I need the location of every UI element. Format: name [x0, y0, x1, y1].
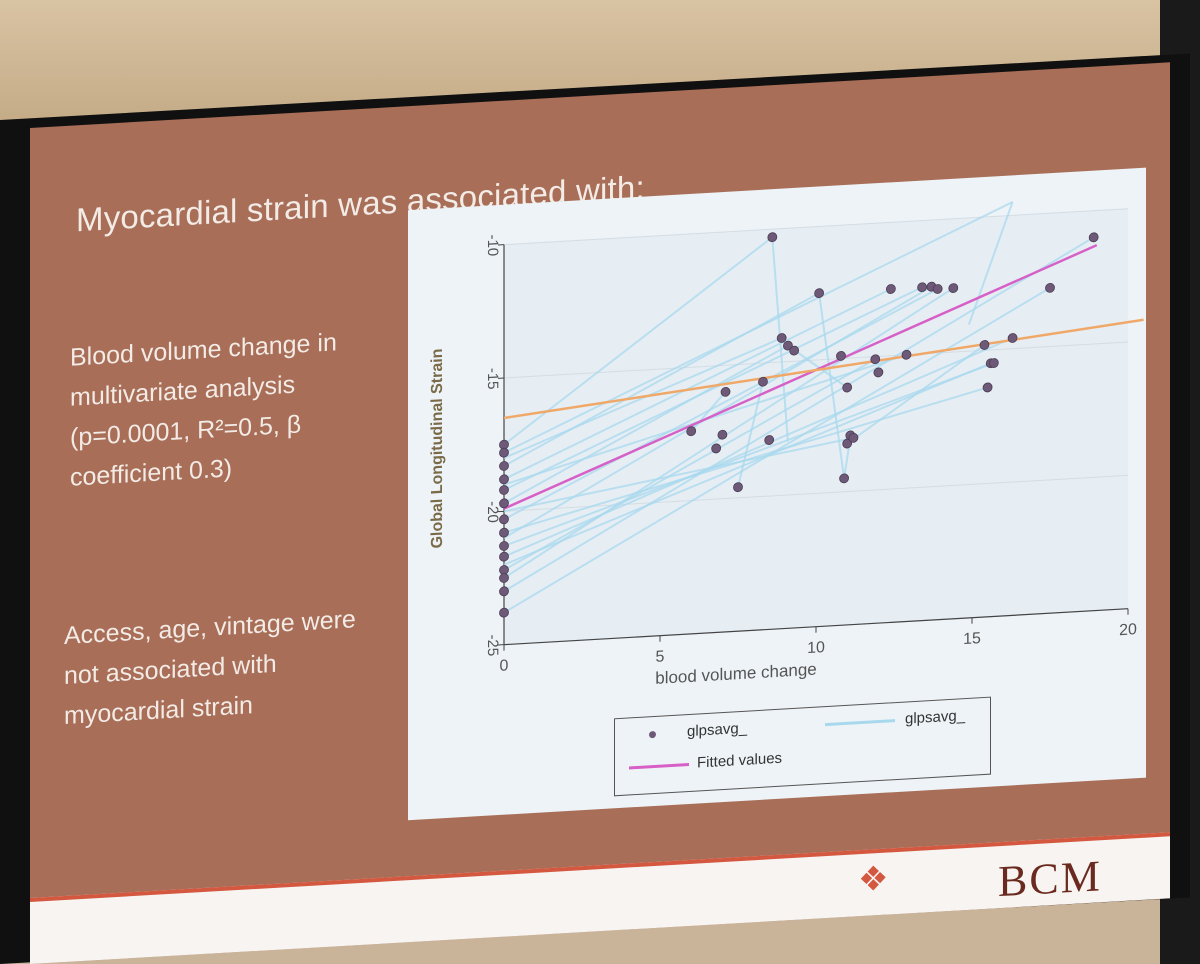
data-point [499, 551, 509, 562]
x-tick-label: 5 [656, 648, 665, 666]
data-point [982, 382, 993, 393]
connecting-line [503, 287, 954, 579]
connecting-line [967, 201, 1014, 325]
data-point [499, 485, 509, 495]
data-point [499, 527, 509, 538]
scatter-plot: -25 -20 -15 -10 0 5 10 15 20 blood volume change G… [429, 201, 1144, 688]
bullet-blood-volume: Blood volume change in multivariate anal… [70, 328, 337, 492]
data-point [870, 354, 881, 365]
x-tick-label: 10 [807, 639, 825, 657]
y-tick-label: -15 [484, 367, 501, 390]
y-gridline [504, 341, 1128, 379]
data-point [932, 284, 943, 294]
data-point [979, 340, 990, 350]
reference-line [503, 318, 1144, 420]
data-point [836, 350, 846, 361]
connecting-line [503, 436, 854, 513]
y-tick-label: -25 [484, 634, 501, 657]
data-point [988, 358, 999, 369]
data-point [776, 333, 787, 343]
data-point [499, 586, 509, 597]
chart-panel: -25 -20 -15 -10 0 5 10 15 20 blood volume change G… [408, 167, 1146, 821]
data-point [1088, 232, 1099, 243]
connecting-line [503, 292, 820, 467]
data-point [1045, 282, 1055, 293]
x-tick-label: 0 [500, 657, 509, 675]
x-axis-label: blood volume change [655, 660, 816, 688]
connecting-line [503, 358, 876, 571]
data-point [711, 443, 722, 454]
data-point [686, 426, 697, 437]
data-point [499, 447, 509, 458]
y-axis-label: Global Longitudinal Strain [429, 348, 446, 549]
connecting-line [503, 344, 789, 505]
data-point [717, 429, 728, 440]
data-point [848, 432, 859, 443]
legend-fit-marker [629, 763, 689, 770]
data-point [789, 345, 800, 356]
legend-line-marker [825, 719, 895, 727]
data-point [1007, 333, 1018, 343]
data-point [499, 514, 509, 525]
y-gridline [504, 474, 1128, 512]
data-point [720, 386, 731, 397]
data-point [499, 498, 509, 509]
data-point [873, 367, 884, 378]
legend-points-label: glpsavg_ [687, 719, 748, 741]
connecting-line [503, 362, 995, 547]
data-point [842, 382, 853, 393]
data-point [901, 349, 912, 360]
data-point [948, 283, 959, 294]
y-tick-label: -20 [484, 501, 501, 524]
connecting-line [503, 286, 923, 491]
x-axis [504, 608, 1128, 646]
bullet-not-associated: Access, age, vintage were not associated… [64, 605, 356, 731]
connecting-line [503, 287, 1051, 614]
connecting-line [737, 381, 764, 488]
connecting-line [503, 288, 939, 521]
data-point [499, 461, 509, 471]
data-point [758, 376, 768, 387]
data-point [839, 473, 849, 484]
connecting-line [503, 236, 1095, 593]
slide: Myocardial strain was associated with: B… [30, 62, 1170, 964]
data-point [499, 541, 509, 551]
data-point [885, 284, 896, 294]
data-point [499, 474, 509, 485]
y-gridline [504, 208, 1128, 246]
connecting-line [503, 288, 892, 481]
fitted-line [503, 244, 1098, 510]
data-point [764, 435, 775, 445]
data-point [767, 232, 778, 243]
x-tick-label: 15 [963, 630, 981, 648]
legend-point-marker [649, 730, 656, 739]
slide-footer: ❖ BCM [30, 832, 1170, 964]
data-point [783, 340, 793, 351]
connecting-line [818, 292, 846, 479]
x-tick-label: 20 [1119, 621, 1137, 639]
y-tick-label: -10 [484, 234, 501, 257]
data-point [499, 607, 509, 618]
data-point [499, 573, 509, 583]
data-point [814, 288, 825, 299]
bcm-logo-icon: ❖ [858, 859, 889, 900]
legend-lines-label: glpsavg_ [905, 707, 966, 728]
connecting-line [503, 337, 783, 459]
legend-fit-label: Fitted values [697, 749, 783, 772]
data-point [917, 282, 927, 293]
data-point [733, 482, 743, 493]
bcm-logo-text: BCM [998, 851, 1102, 907]
connecting-line [503, 362, 992, 566]
connecting-line [503, 337, 1013, 558]
